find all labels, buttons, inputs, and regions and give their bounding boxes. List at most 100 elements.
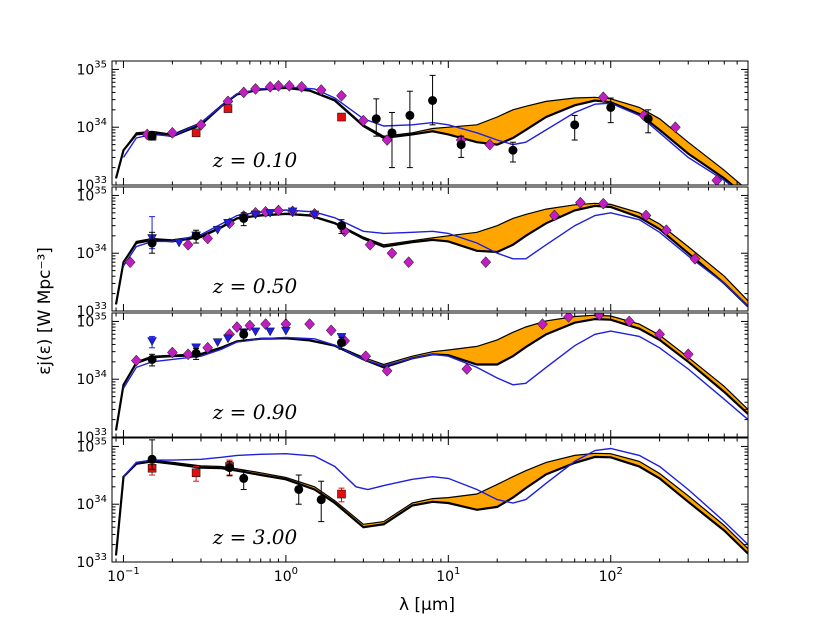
magenta-diamond-point (358, 114, 369, 127)
redshift-label: z = 0.50 (212, 274, 298, 298)
red-square-point (191, 468, 201, 478)
black-model-upper-line (115, 202, 748, 305)
black-circle-point (294, 484, 304, 494)
y-tick-base: 10 (76, 178, 94, 194)
y-tick-base: 10 (76, 439, 94, 455)
blue-triangle-point (265, 327, 275, 337)
magenta-diamond-point (654, 328, 665, 341)
y-tick-label: 1034 (76, 494, 107, 513)
magenta-diamond-point (182, 348, 194, 361)
magenta-diamond-point (273, 79, 284, 92)
redshift-label: z = 0.90 (212, 400, 298, 424)
x-tick-exponent: 2 (616, 566, 622, 577)
magenta-diamond-point (304, 318, 315, 330)
magenta-diamond-point (682, 348, 694, 361)
blue-triangle-point (250, 327, 261, 337)
magenta-diamond-point (661, 224, 672, 237)
magenta-diamond-point (238, 86, 250, 99)
y-tick-exponent: 34 (94, 117, 107, 128)
y-tick-label: 1035 (76, 59, 107, 78)
y-tick-base: 10 (76, 430, 94, 446)
black-circle-point (570, 120, 580, 130)
magenta-diamond-point (195, 118, 207, 131)
blue-triangle-point (250, 210, 261, 220)
redshift-label: z = 0.10 (212, 148, 298, 172)
magenta-diamond-point (167, 126, 178, 139)
magenta-diamond-point (480, 256, 492, 269)
y-axis-label: εj(ε) [W Mpc⁻³] (35, 247, 55, 375)
blue-model-line (122, 330, 748, 421)
y-tick-exponent: 34 (94, 494, 107, 505)
panel-1-plot-area (114, 74, 743, 185)
black-circle-point (225, 463, 235, 473)
blue-triangle-point (212, 338, 223, 348)
magenta-diamond-point (575, 196, 586, 209)
panel-frame (111, 60, 749, 186)
magenta-diamond-point (167, 346, 178, 359)
panel-frame (111, 186, 749, 312)
magenta-diamond-point (484, 138, 496, 151)
red-square-point (223, 104, 233, 113)
black-circle-point (147, 238, 157, 248)
blue-triangle-point (287, 207, 298, 217)
y-tick-exponent: 35 (94, 59, 107, 70)
y-tick-exponent: 33 (94, 301, 107, 312)
x-tick-exponent: 1 (454, 566, 460, 577)
x-tick-base: 10 (599, 569, 617, 585)
redshift-label: z = 3.00 (212, 525, 298, 549)
magenta-diamond-point (386, 247, 398, 260)
magenta-diamond-point (640, 209, 652, 222)
x-tick-base: 10 (436, 569, 454, 585)
magenta-diamond-point (260, 318, 271, 330)
black-circle-point (337, 221, 347, 231)
blue-triangle-point (212, 226, 223, 235)
magenta-diamond-point (549, 209, 560, 222)
blue-triangle-point (265, 209, 275, 218)
y-tick-label: 1034 (76, 117, 107, 136)
black-circle-point (371, 114, 381, 124)
red-square-point (191, 128, 201, 138)
magenta-diamond-point (325, 324, 337, 337)
magenta-diamond-point (336, 89, 347, 102)
x-tick-exponent: 0 (292, 566, 298, 577)
x-axis-label: λ [μm] (399, 595, 455, 615)
magenta-diamond-point (364, 238, 376, 251)
black-circle-point (316, 495, 326, 505)
model-band (116, 203, 748, 307)
magenta-diamond-point (670, 121, 681, 134)
y-tick-label: 1033 (76, 552, 107, 571)
y-tick-label: 1035 (76, 436, 107, 455)
y-tick-base: 10 (76, 555, 94, 571)
magenta-diamond-point (124, 256, 136, 269)
black-circle-point (337, 338, 347, 348)
black-circle-point (147, 354, 157, 364)
black-circle-point (239, 473, 249, 483)
y-tick-base: 10 (76, 304, 94, 320)
x-tick-exponent: −1 (125, 566, 140, 577)
magenta-diamond-point (461, 363, 473, 375)
y-tick-label: 1033 (76, 175, 107, 194)
magenta-diamond-point (202, 341, 214, 354)
red-square-point (337, 489, 346, 499)
black-model-line (114, 317, 748, 431)
magenta-diamond-point (711, 174, 723, 185)
magenta-diamond-point (381, 364, 393, 377)
black-circle-point (147, 454, 157, 464)
y-tick-base: 10 (76, 188, 94, 204)
y-tick-label: 1034 (76, 243, 107, 262)
black-circle-point (191, 348, 201, 358)
y-tick-base: 10 (76, 314, 94, 330)
magenta-diamond-point (231, 321, 243, 333)
y-tick-exponent: 35 (94, 436, 107, 447)
panel-4-plot-area (114, 439, 748, 556)
y-tick-exponent: 33 (94, 175, 107, 186)
blue-triangle-point (147, 337, 157, 346)
y-tick-exponent: 34 (94, 369, 107, 380)
blue-triangle-point (281, 326, 291, 336)
magenta-diamond-point (130, 354, 142, 367)
